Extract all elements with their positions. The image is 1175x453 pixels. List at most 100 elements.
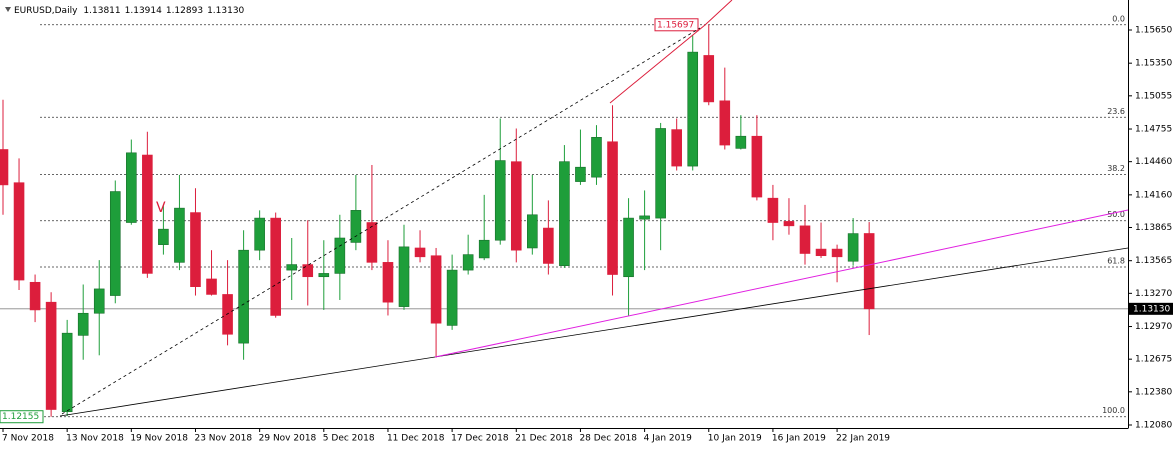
- symbol-icon: [5, 7, 11, 12]
- candle-body: [687, 51, 699, 167]
- y-tick-label: 1.14160: [1135, 190, 1172, 200]
- fib-high-label: 1.15697: [657, 20, 694, 30]
- candle-body: [623, 217, 634, 278]
- candle-body: [655, 128, 666, 219]
- fib-level-label: 61.8: [1107, 256, 1125, 265]
- candle-body: [494, 160, 506, 241]
- candle-body: [398, 246, 410, 307]
- y-tick-label: 1.13865: [1135, 223, 1172, 233]
- candle-body: [751, 135, 763, 198]
- red-trend-line: [609, 0, 733, 104]
- y-tick-label: 1.15650: [1135, 25, 1172, 35]
- candle-body: [109, 191, 121, 296]
- y-tick-label: 1.12080: [1135, 421, 1172, 431]
- y-tick-label: 1.13270: [1135, 289, 1172, 299]
- x-tick-label: 23 Nov 2018: [194, 434, 252, 444]
- candle-body: [382, 262, 394, 303]
- candle-body: [671, 129, 682, 167]
- candle-body: [61, 332, 73, 413]
- x-tick-label: 11 Dec 2018: [387, 434, 445, 444]
- candle-body: [462, 254, 474, 271]
- candle-body: [639, 215, 650, 220]
- fib-high-box: [654, 18, 699, 32]
- candle-body: [559, 161, 570, 266]
- candle-body: [206, 278, 217, 295]
- x-tick-label: 16 Jan 2019: [772, 434, 826, 444]
- fib-level-label: 100.0: [1102, 406, 1125, 415]
- x-tick-label: 13 Nov 2018: [66, 434, 124, 444]
- fib-level-label: 50.0: [1107, 210, 1125, 219]
- candle-body: [238, 249, 249, 344]
- x-tick-label: 10 Jan 2019: [708, 434, 762, 444]
- fib-level-label: 23.6: [1107, 107, 1125, 116]
- candle-body: [543, 227, 554, 264]
- y-tick-label: 1.12380: [1135, 387, 1172, 397]
- candle-body: [703, 55, 715, 103]
- candle-body: [350, 210, 362, 243]
- candle-body: [29, 281, 41, 311]
- candle-body: [302, 264, 314, 278]
- candle-body: [478, 239, 490, 259]
- y-tick-label: 1.12970: [1135, 322, 1172, 332]
- plot: 1.15650 1.15350 1.15055 1.14755 1.14460 1.141…: [0, 14, 1173, 444]
- y-tick-label: 1.14460: [1135, 157, 1172, 167]
- candle-body: [430, 255, 442, 324]
- annotation: V: [156, 200, 166, 216]
- header-open: 1.13811: [83, 6, 120, 16]
- x-tick-label: 4 Jan 2019: [644, 434, 692, 444]
- header: EURUSD,Daily 1.13811 1.13914 1.12893 1.13130: [14, 6, 245, 16]
- candle-body: [575, 166, 586, 182]
- x-tick-label: 7 Nov 2018: [2, 434, 54, 444]
- x-tick-label: 19 Nov 2018: [130, 434, 188, 444]
- candle-body: [446, 269, 458, 326]
- candle-body: [831, 248, 843, 258]
- header-high: 1.13914: [125, 6, 162, 16]
- candle-body: [270, 217, 281, 316]
- candle-body: [158, 228, 169, 245]
- candle-body: [527, 214, 538, 249]
- symbol: EURUSD,Daily: [14, 6, 78, 16]
- candle-body: [126, 152, 137, 223]
- y-tick-label: 1.13565: [1135, 256, 1172, 266]
- candle-body: [783, 221, 795, 227]
- x-tick-label: 21 Dec 2018: [515, 434, 573, 444]
- current-price-label: 1.13130: [1133, 304, 1170, 314]
- candle-body: [591, 137, 602, 178]
- current-price-tag: [1129, 302, 1173, 315]
- x-tick-label: 22 Jan 2019: [836, 434, 890, 444]
- header-close: 1.13130: [207, 6, 244, 16]
- y-tick-label: 1.15055: [1135, 91, 1172, 101]
- x-tick-label: 28 Dec 2018: [579, 434, 637, 444]
- candle-body: [0, 149, 9, 186]
- candle-body: [863, 233, 875, 310]
- fib-low-box: [0, 410, 44, 424]
- fib-trend-line: [61, 27, 701, 415]
- y-tick-label: 1.15350: [1135, 59, 1172, 69]
- candle-body: [13, 182, 25, 281]
- candle-body: [222, 294, 233, 335]
- candle-body: [174, 207, 185, 263]
- candle-body: [607, 141, 618, 275]
- x-tick-label: 29 Nov 2018: [259, 434, 317, 444]
- trend-line: [434, 209, 1129, 358]
- candle-body: [93, 288, 105, 314]
- header-low: 1.12893: [166, 6, 203, 16]
- y-tick-label: 1.14755: [1135, 125, 1172, 135]
- candle-body: [142, 154, 153, 274]
- candle-body: [735, 135, 747, 149]
- x-tick-label: 17 Dec 2018: [451, 434, 509, 444]
- candle-body: [414, 247, 426, 258]
- fib-low-label: 1.12155: [2, 412, 39, 422]
- candle-body: [847, 233, 859, 262]
- y-tick-label: 1.12675: [1135, 355, 1172, 365]
- trend-line: [59, 247, 1129, 417]
- candle-body: [45, 301, 57, 410]
- candle-body: [334, 237, 346, 274]
- x-tick-label: 5 Dec 2018: [323, 434, 375, 444]
- candle-body: [190, 212, 201, 287]
- candle-body: [318, 273, 330, 278]
- fib-level-label: 38.2: [1107, 164, 1125, 173]
- fib-level-label: 0.0: [1112, 14, 1125, 23]
- candle-body: [286, 264, 298, 271]
